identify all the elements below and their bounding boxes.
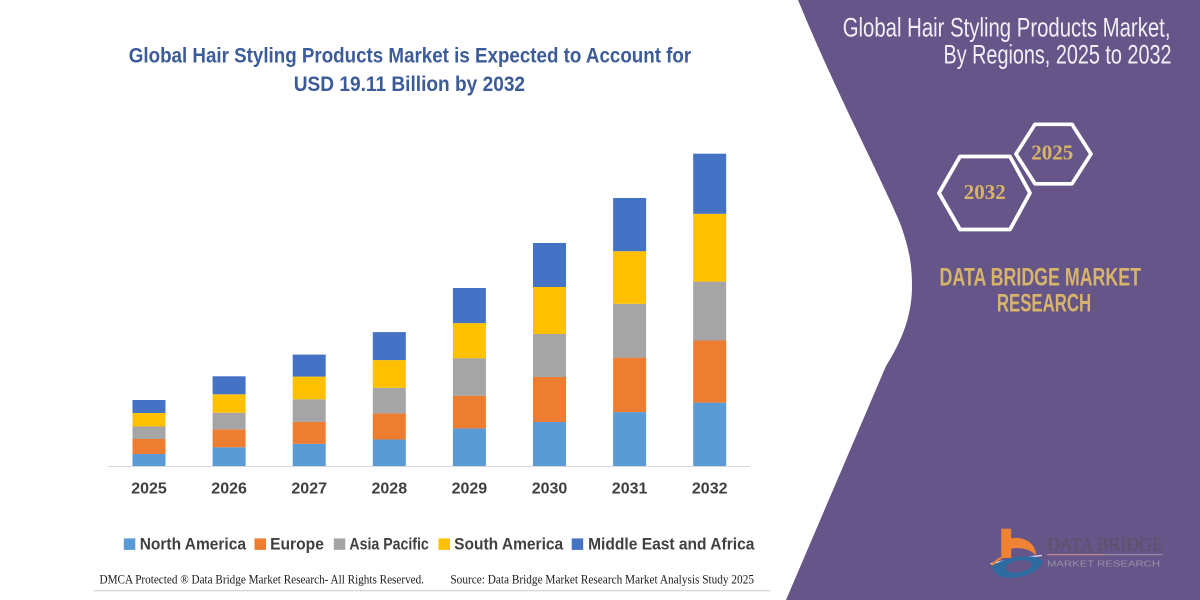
- svg-text:Asia Pacific: Asia Pacific: [349, 535, 428, 554]
- svg-text:2032: 2032: [692, 481, 728, 498]
- svg-text:North America: North America: [140, 535, 247, 554]
- svg-text:DATA BRIDGE MARKET: DATA BRIDGE MARKET: [940, 264, 1142, 292]
- svg-text:USD 19.11 Billion by 2032: USD 19.11 Billion by 2032: [294, 73, 525, 96]
- svg-text:RESEARCH: RESEARCH: [997, 290, 1091, 318]
- svg-text:Europe: Europe: [270, 535, 324, 554]
- svg-text:DMCA Protected ® Data Bridge M: DMCA Protected ® Data Bridge Market Rese…: [100, 571, 425, 586]
- svg-text:Global Hair Styling Products M: Global Hair Styling Products Market,: [843, 13, 1171, 43]
- svg-text:Middle East and Africa: Middle East and Africa: [588, 535, 755, 554]
- svg-text:By Regions, 2025 to 2032: By Regions, 2025 to 2032: [944, 40, 1172, 70]
- svg-text:2025: 2025: [131, 481, 167, 498]
- svg-text:Source: Data Bridge Market Res: Source: Data Bridge Market Research Mark…: [450, 571, 754, 586]
- svg-text:Global Hair Styling Products M: Global Hair Styling Products Market is E…: [129, 45, 691, 68]
- svg-text:South America: South America: [454, 535, 564, 554]
- svg-text:DATA BRIDGE: DATA BRIDGE: [1047, 535, 1163, 556]
- svg-text:2031: 2031: [612, 481, 648, 498]
- svg-text:2032: 2032: [964, 180, 1006, 204]
- svg-text:2029: 2029: [452, 481, 488, 498]
- svg-text:2025: 2025: [1031, 141, 1073, 165]
- svg-text:2026: 2026: [211, 481, 247, 498]
- svg-text:2027: 2027: [291, 481, 327, 498]
- svg-text:2030: 2030: [532, 481, 568, 498]
- svg-text:MARKET RESEARCH: MARKET RESEARCH: [1047, 560, 1160, 569]
- svg-text:2028: 2028: [372, 481, 408, 498]
